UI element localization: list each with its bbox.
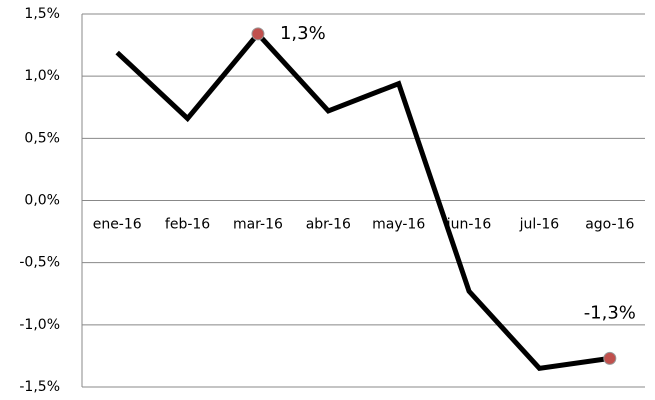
x-tick-label: feb-16 xyxy=(165,217,210,233)
x-tick-label: ago-16 xyxy=(585,217,634,233)
x-tick-label: mar-16 xyxy=(233,217,283,233)
x-tick-label: jul-16 xyxy=(519,217,560,233)
y-tick-label: -1,0% xyxy=(19,317,60,333)
y-tick-label: -1,5% xyxy=(19,379,60,395)
marker xyxy=(251,27,265,41)
y-tick-label: 1,0% xyxy=(24,68,60,84)
y-tick-label: -0,5% xyxy=(19,255,60,271)
y-tick-label: 0,5% xyxy=(24,130,60,146)
x-tick-label: may-16 xyxy=(372,217,425,233)
x-tick-label: abr-16 xyxy=(306,217,351,233)
data-label: 1,3% xyxy=(280,23,326,44)
data-label: -1,3% xyxy=(584,302,636,323)
series-line xyxy=(115,30,611,372)
x-tick-label: ene-16 xyxy=(93,217,142,233)
y-tick-label: 0,0% xyxy=(24,193,60,209)
x-tick-label: jun-16 xyxy=(446,217,492,233)
y-tick-label: 1,5% xyxy=(24,6,60,22)
marker xyxy=(603,351,617,365)
